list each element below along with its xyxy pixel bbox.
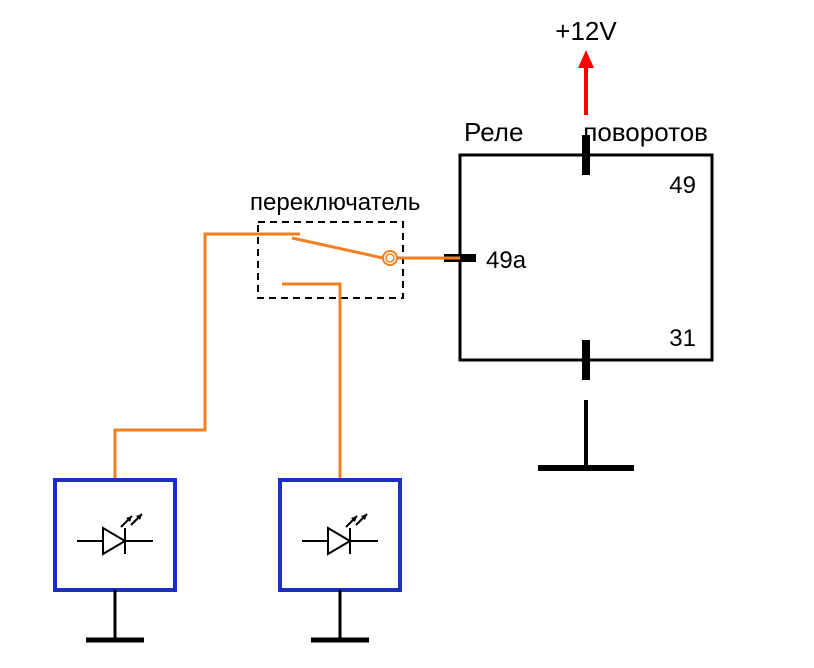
led-box-2 (280, 480, 400, 590)
relay-pin-31 (582, 340, 590, 380)
switch-pole-outer (383, 251, 397, 265)
pin49a-label: 49a (486, 247, 527, 274)
pin31-label: 31 (669, 325, 696, 352)
relay-wiring-diagram: Реле поворотов 49 49a 31 +12V переключатель (0, 0, 814, 668)
relay-label-left: Реле (464, 117, 523, 147)
power-arrowhead (578, 50, 594, 68)
led-box-1 (55, 480, 175, 590)
pin49-label: 49 (669, 172, 696, 199)
wire-upper-to-led1 (115, 234, 282, 480)
switch-wiper (292, 238, 383, 258)
relay-label-right: поворотов (583, 117, 708, 147)
power-label: +12V (555, 16, 617, 46)
wire-lower-to-led2 (282, 284, 340, 480)
switch-label: переключатель (250, 189, 420, 216)
